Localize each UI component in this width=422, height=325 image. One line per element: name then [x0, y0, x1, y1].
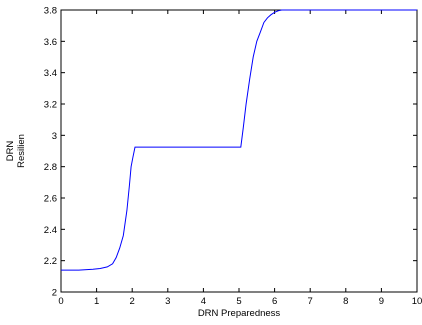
- y-tick-label: 3.6: [44, 37, 57, 48]
- x-tick-label: 9: [379, 296, 384, 307]
- x-tick-label: 10: [412, 296, 422, 307]
- x-tick-label: 5: [236, 296, 241, 307]
- y-axis-label-line-1: DRN: [5, 141, 16, 162]
- series-line: [61, 9, 417, 271]
- axis-tick-labels: 0 1 2 3 4 5 6 7 8 9 10 2 2.2 2.4 2.6 2.8 3 3.2 3.4 3.6 3.8: [44, 6, 422, 308]
- plot-area: [60, 9, 418, 293]
- y-tick-label: 2.2: [44, 256, 57, 267]
- x-tick-label: 6: [272, 296, 277, 307]
- x-tick-label: 1: [94, 296, 99, 307]
- y-tick-label: 3: [52, 131, 57, 142]
- y-tick-label: 2.8: [44, 162, 57, 173]
- y-axis-label: DRN Resilien: [5, 134, 27, 168]
- y-tick-label: 3.2: [44, 100, 57, 111]
- y-tick-label: 3.8: [44, 6, 57, 17]
- x-axis-label: DRN Preparedness: [198, 308, 281, 319]
- x-tick-label: 3: [165, 296, 170, 307]
- x-tick-label: 8: [343, 296, 348, 307]
- y-tick-label: 3.4: [44, 68, 57, 79]
- y-tick-label: 2.4: [44, 225, 57, 236]
- x-tick-label: 2: [130, 296, 135, 307]
- x-tick-label: 7: [308, 296, 313, 307]
- x-tick-label: 0: [58, 296, 63, 307]
- y-tick-label: 2: [52, 288, 57, 299]
- x-tick-label: 4: [201, 296, 206, 307]
- y-axis-label-line-2: Resilien: [16, 134, 27, 168]
- y-tick-label: 2.6: [44, 194, 57, 205]
